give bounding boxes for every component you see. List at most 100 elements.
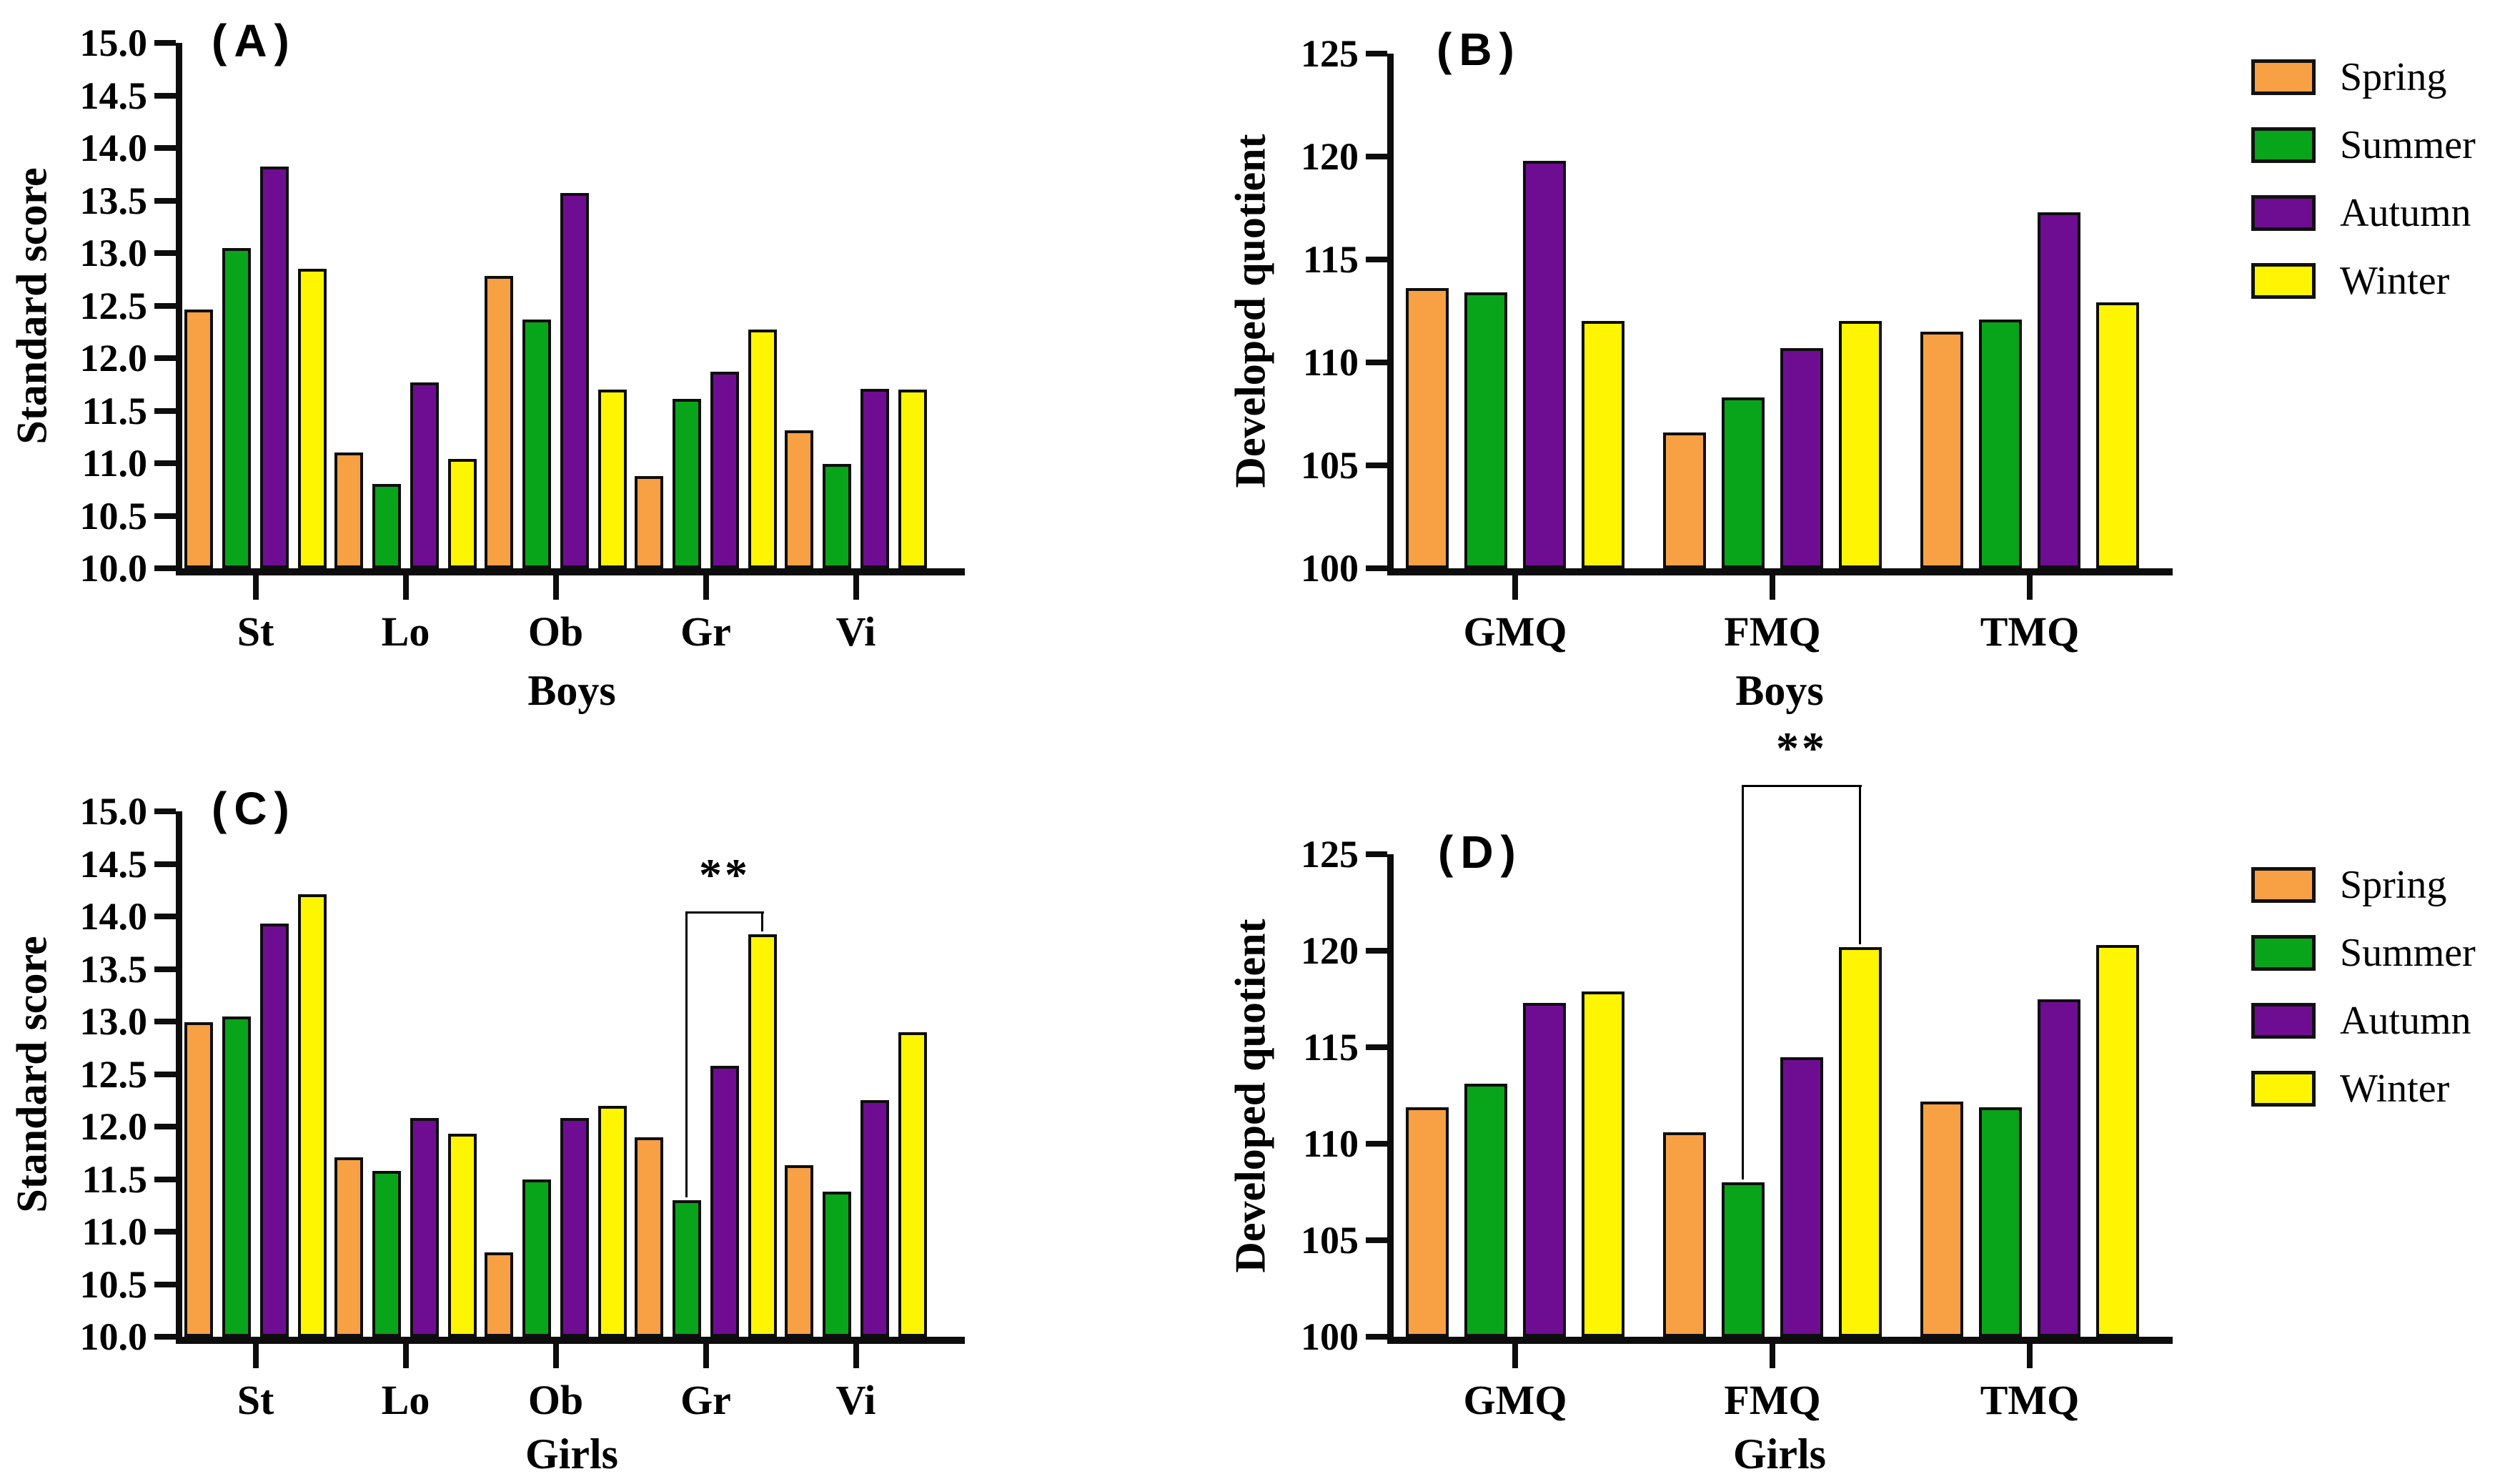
- bar-summer-gr: [673, 1199, 701, 1337]
- bar-autumn-tmq: [2038, 999, 2080, 1337]
- x-axis-tick: [853, 1344, 859, 1368]
- significance-bracket-top: [1742, 784, 1862, 787]
- bar-summer-st: [222, 1016, 251, 1337]
- y-axis-title-a: Standard score: [8, 167, 56, 445]
- bar-spring-st: [184, 1022, 213, 1337]
- y-axis-tick: [154, 1176, 176, 1182]
- y-tick-label: 12.5: [79, 1052, 148, 1096]
- y-axis-tick: [1366, 154, 1387, 159]
- x-axis-title-c: Girls: [525, 1430, 618, 1478]
- y-axis-tick: [154, 1071, 176, 1077]
- x-axis-tick: [252, 575, 259, 600]
- legend-swatch-summer: [2251, 127, 2316, 163]
- y-axis-line: [1387, 54, 1394, 575]
- bar-spring-gr: [635, 1137, 663, 1337]
- significance-bracket-right: [761, 911, 763, 931]
- bar-summer-tmq: [1979, 319, 2022, 568]
- y-tick-label: 125: [1301, 32, 1359, 75]
- bar-spring-fmq: [1663, 432, 1706, 568]
- legend-swatch-autumn: [2251, 195, 2316, 231]
- category-label-fmq: FMQ: [1724, 1377, 1821, 1423]
- x-axis-line: [176, 568, 965, 575]
- legend-label: Summer: [2340, 123, 2476, 167]
- y-tick-label: 110: [1302, 1122, 1359, 1165]
- y-axis-tick: [154, 40, 176, 46]
- y-tick-label: 10.0: [79, 547, 148, 590]
- bar-winter-lo: [448, 1134, 477, 1337]
- bar-winter-gmq: [1582, 991, 1624, 1337]
- y-tick-label: 11.5: [81, 389, 147, 432]
- bar-winter-fmq: [1839, 946, 1882, 1337]
- bar-spring-gmq: [1406, 1107, 1449, 1337]
- bar-spring-gmq: [1406, 288, 1449, 568]
- bar-spring-ob: [485, 1252, 513, 1337]
- legend-label: Winter: [2340, 259, 2450, 303]
- legend-item-summer: Summer: [2251, 931, 2476, 974]
- bar-winter-fmq: [1839, 321, 1882, 568]
- y-tick-label: 13.5: [79, 947, 148, 991]
- y-tick-label: 115: [1302, 1026, 1359, 1069]
- bar-winter-st: [298, 269, 327, 568]
- category-label-tmq: TMQ: [1980, 608, 2080, 655]
- legend-swatch-autumn: [2251, 1003, 2316, 1039]
- legend-item-spring: Spring: [2251, 56, 2446, 99]
- x-axis-tick: [1512, 1344, 1518, 1368]
- category-label-gr: Gr: [680, 1377, 731, 1423]
- y-tick-label: 15.0: [79, 790, 148, 833]
- bar-autumn-vi: [860, 388, 889, 568]
- x-axis-tick: [2027, 575, 2033, 600]
- x-axis-tick: [252, 1344, 259, 1368]
- significance-bracket-top: [685, 911, 764, 914]
- y-axis-tick: [154, 1281, 176, 1287]
- bar-winter-vi: [898, 1032, 927, 1337]
- bar-autumn-st: [260, 924, 289, 1337]
- bar-autumn-fmq: [1780, 1057, 1823, 1337]
- y-axis-tick: [1366, 1044, 1387, 1050]
- bar-summer-vi: [823, 1192, 851, 1337]
- bar-winter-vi: [898, 390, 927, 568]
- x-axis-tick: [1770, 1344, 1775, 1368]
- y-tick-label: 14.0: [79, 127, 148, 169]
- bar-spring-st: [184, 310, 213, 568]
- bar-winter-ob: [598, 1105, 627, 1337]
- y-axis-line: [176, 811, 182, 1343]
- bar-summer-gmq: [1464, 292, 1507, 568]
- category-label-gr: Gr: [680, 608, 731, 655]
- y-tick-label: 12.5: [79, 284, 148, 327]
- bar-autumn-gr: [710, 372, 739, 568]
- bar-autumn-vi: [860, 1100, 889, 1337]
- x-axis-tick: [1770, 575, 1775, 600]
- bar-summer-ob: [522, 1179, 551, 1337]
- bar-summer-lo: [372, 484, 401, 568]
- category-label-ob: Ob: [527, 1377, 584, 1423]
- category-label-tmq: TMQ: [1980, 1377, 2080, 1423]
- y-axis-line: [1387, 854, 1394, 1343]
- legend-label: Spring: [2340, 55, 2447, 99]
- y-axis-title-c: Standard score: [8, 936, 56, 1213]
- bar-spring-gr: [635, 475, 663, 568]
- y-axis-tick: [1366, 1334, 1387, 1340]
- bar-autumn-gmq: [1523, 1002, 1566, 1337]
- bar-spring-lo: [334, 452, 363, 568]
- legend-label: Autumn: [2340, 999, 2471, 1043]
- x-axis-tick: [552, 575, 559, 600]
- x-axis-line: [176, 1337, 965, 1344]
- significance-bracket-right: [1859, 784, 1861, 944]
- y-axis-title-d: Developed quotient: [1226, 919, 1274, 1273]
- y-axis-tick: [154, 808, 176, 814]
- legend-item-winter: Winter: [2251, 259, 2449, 302]
- legend-item-summer: Summer: [2251, 124, 2476, 167]
- bar-autumn-ob: [560, 1118, 589, 1337]
- bar-summer-fmq: [1722, 397, 1765, 568]
- panel-letter-b: (B): [1437, 24, 1522, 75]
- bar-autumn-fmq: [1780, 347, 1823, 568]
- y-axis-tick: [154, 197, 176, 204]
- y-axis-tick: [154, 407, 176, 414]
- significance-label: **: [1776, 722, 1827, 773]
- y-axis-title-b: Developed quotient: [1226, 134, 1274, 488]
- bar-summer-gr: [673, 399, 701, 568]
